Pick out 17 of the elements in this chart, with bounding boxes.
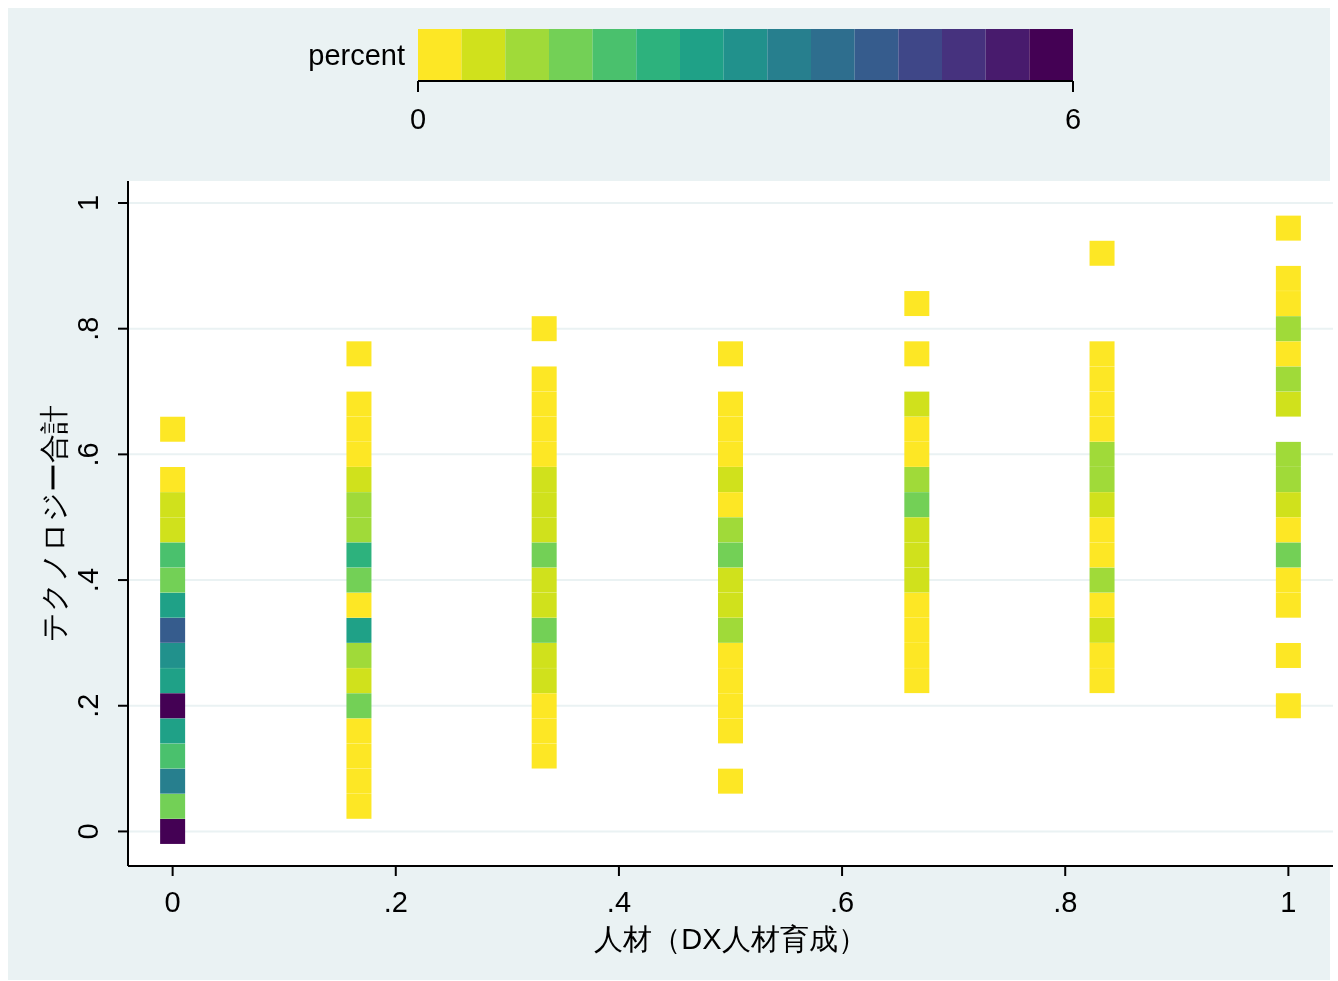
y-tick-label: .8: [72, 316, 104, 341]
x-tick-label: .8: [1053, 886, 1078, 918]
y-tick-label: 0: [72, 823, 104, 840]
y-tick-label: .2: [72, 693, 104, 718]
x-tick-label: 0: [164, 886, 181, 918]
x-tick-label: .6: [829, 886, 855, 918]
y-tick-label: 1: [72, 194, 104, 212]
color-bar-label: 6: [1064, 103, 1082, 135]
x-tick-label: .4: [606, 886, 632, 918]
y-axis-title: テクノロジー合計: [38, 405, 70, 642]
x-tick-label: .2: [383, 886, 408, 918]
color-bar-title: percent: [308, 39, 405, 71]
y-tick-label: .4: [72, 567, 104, 593]
x-tick-label: 1: [1280, 886, 1297, 918]
y-tick-label: .6: [72, 442, 104, 467]
color-bar-label: 0: [409, 103, 427, 135]
x-axis-title: 人材（DX人材育成）: [594, 923, 867, 955]
